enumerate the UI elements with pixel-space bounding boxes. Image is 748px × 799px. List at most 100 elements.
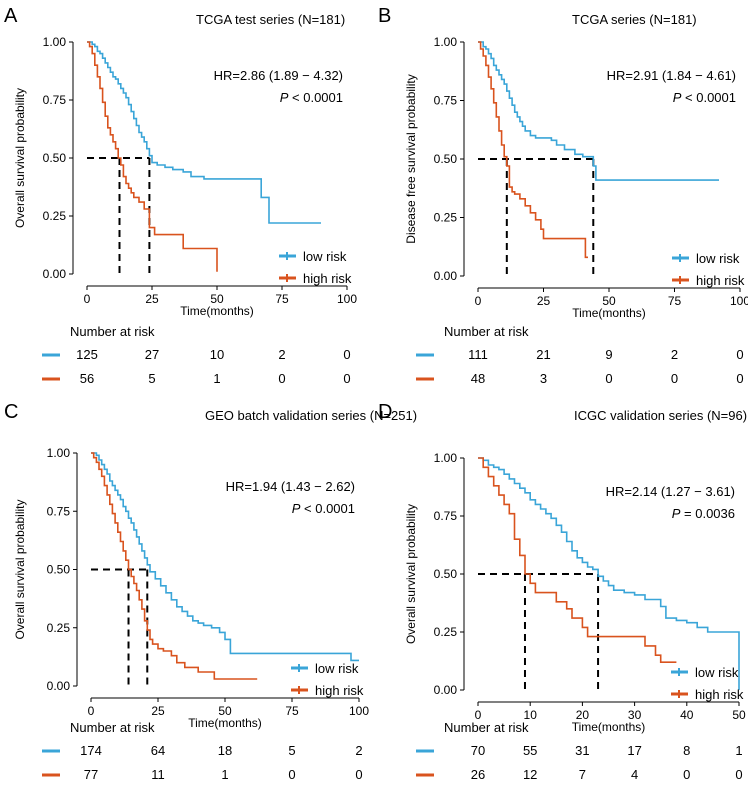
chart-title: TCGA series (N=181) xyxy=(572,12,697,27)
y-tick-label: 1.00 xyxy=(43,35,67,49)
x-tick-label: 50 xyxy=(732,708,746,722)
x-tick-label: 25 xyxy=(537,294,551,308)
risk-count-low: 0 xyxy=(343,347,350,362)
risk-count-high: 0 xyxy=(288,767,295,782)
risk-count-high: 3 xyxy=(540,371,547,386)
risk-count-low: 31 xyxy=(575,743,589,758)
p-value: < 0.0001 xyxy=(288,90,343,105)
risk-count-low: 1 xyxy=(735,743,742,758)
x-tick-label: 0 xyxy=(475,294,482,308)
p-value-text: P < 0.0001 xyxy=(280,90,343,105)
p-value: < 0.0001 xyxy=(681,90,736,105)
risk-count-high: 5 xyxy=(148,371,155,386)
hazard-ratio-text: HR=2.14 (1.27 − 3.61) xyxy=(606,484,735,499)
x-tick-label: 0 xyxy=(475,708,482,722)
legend-label-low: low risk xyxy=(303,249,347,264)
risk-count-low: 21 xyxy=(536,347,550,362)
y-tick-label: 0.25 xyxy=(43,209,67,223)
risk-count-high: 12 xyxy=(523,767,537,782)
p-value-text: P < 0.0001 xyxy=(292,501,355,516)
risk-count-high: 4 xyxy=(631,767,638,782)
chart-title: TCGA test series (N=181) xyxy=(196,12,345,27)
x-tick-label: 75 xyxy=(285,704,299,718)
risk-count-high: 1 xyxy=(213,371,220,386)
chart-title: ICGC validation series (N=96) xyxy=(574,408,747,423)
risk-count-high: 1 xyxy=(221,767,228,782)
legend-label-high: high risk xyxy=(303,271,352,286)
risk-count-high: 0 xyxy=(735,767,742,782)
hazard-ratio-text: HR=2.86 (1.89 − 4.32) xyxy=(214,68,343,83)
p-value: = 0.0036 xyxy=(680,506,735,521)
y-tick-label: 0.00 xyxy=(434,683,458,697)
p-value: < 0.0001 xyxy=(300,501,355,516)
y-tick-label: 0.75 xyxy=(434,509,458,523)
risk-count-low: 70 xyxy=(471,743,485,758)
y-tick-label: 0.25 xyxy=(434,211,458,225)
y-tick-label: 0.75 xyxy=(434,94,458,108)
y-tick-label: 0.00 xyxy=(434,269,458,283)
risk-count-low: 55 xyxy=(523,743,537,758)
y-tick-label: 0.25 xyxy=(434,625,458,639)
p-symbol: P xyxy=(673,90,682,105)
y-axis-label: Overall survival probability xyxy=(13,499,27,639)
x-tick-label: 75 xyxy=(668,294,682,308)
x-tick-label: 100 xyxy=(349,704,369,718)
y-tick-label: 0.25 xyxy=(47,621,71,635)
legend-label-high: high risk xyxy=(315,683,364,698)
high-risk-curve xyxy=(478,41,588,259)
x-tick-label: 25 xyxy=(151,704,165,718)
risk-count-low: 2 xyxy=(671,347,678,362)
risk-count-low: 8 xyxy=(683,743,690,758)
panel-a: A TCGA test series (N=181) 0.00 0.25 0.50 0.7… xyxy=(4,5,357,386)
risk-count-low: 64 xyxy=(151,743,165,758)
low-risk-curve xyxy=(478,41,719,181)
low-risk-curve xyxy=(91,452,359,662)
y-tick-label: 0.50 xyxy=(434,152,458,166)
risk-count-low: 125 xyxy=(76,347,98,362)
risk-count-high: 0 xyxy=(736,371,743,386)
risk-count-low: 2 xyxy=(278,347,285,362)
y-tick-label: 1.00 xyxy=(47,446,71,460)
risk-count-high: 56 xyxy=(80,371,94,386)
x-tick-label: 100 xyxy=(730,294,748,308)
risk-count-high: 0 xyxy=(278,371,285,386)
chart-title: GEO batch validation series (N=251) xyxy=(205,408,417,423)
low-risk-curve xyxy=(478,457,740,690)
risk-count-high: 0 xyxy=(683,767,690,782)
risk-count-low: 5 xyxy=(288,743,295,758)
risk-count-high: 7 xyxy=(579,767,586,782)
x-axis-label: Time(months) xyxy=(180,304,254,318)
hazard-ratio-text: HR=1.94 (1.43 − 2.62) xyxy=(226,479,355,494)
x-tick-label: 50 xyxy=(602,294,616,308)
risk-count-high: 0 xyxy=(343,371,350,386)
x-tick-label: 10 xyxy=(524,708,538,722)
hazard-ratio-text: HR=2.91 (1.84 − 4.61) xyxy=(607,68,736,83)
y-tick-label: 1.00 xyxy=(434,35,458,49)
x-tick-label: 40 xyxy=(680,708,694,722)
panel-b: B TCGA series (N=181) 0.00 0.25 0.50 0.75 1.00… xyxy=(378,5,748,386)
risk-count-high: 26 xyxy=(471,767,485,782)
x-tick-label: 0 xyxy=(84,292,91,306)
panel-c: C GEO batch validation series (N=251) 0.00… xyxy=(4,401,417,782)
y-tick-label: 0.75 xyxy=(43,93,67,107)
risk-count-low: 174 xyxy=(80,743,102,758)
legend-label-low: low risk xyxy=(696,251,740,266)
risk-count-high: 77 xyxy=(84,767,98,782)
risk-count-low: 27 xyxy=(145,347,159,362)
y-tick-label: 1.00 xyxy=(434,451,458,465)
risk-table-title: Number at risk xyxy=(444,324,529,339)
legend-label-high: high risk xyxy=(695,687,744,702)
risk-table-title: Number at risk xyxy=(70,324,155,339)
panel-letter: C xyxy=(4,401,18,423)
y-tick-label: 0.00 xyxy=(47,679,71,693)
panel-letter: D xyxy=(378,401,392,423)
risk-count-low: 111 xyxy=(468,347,488,362)
x-tick-label: 20 xyxy=(576,708,590,722)
panel-letter: B xyxy=(378,5,391,27)
risk-count-low: 0 xyxy=(736,347,743,362)
x-tick-label: 30 xyxy=(628,708,642,722)
panel-letter: A xyxy=(4,5,18,27)
y-tick-label: 0.75 xyxy=(47,504,71,518)
low-risk-curve xyxy=(87,41,321,224)
